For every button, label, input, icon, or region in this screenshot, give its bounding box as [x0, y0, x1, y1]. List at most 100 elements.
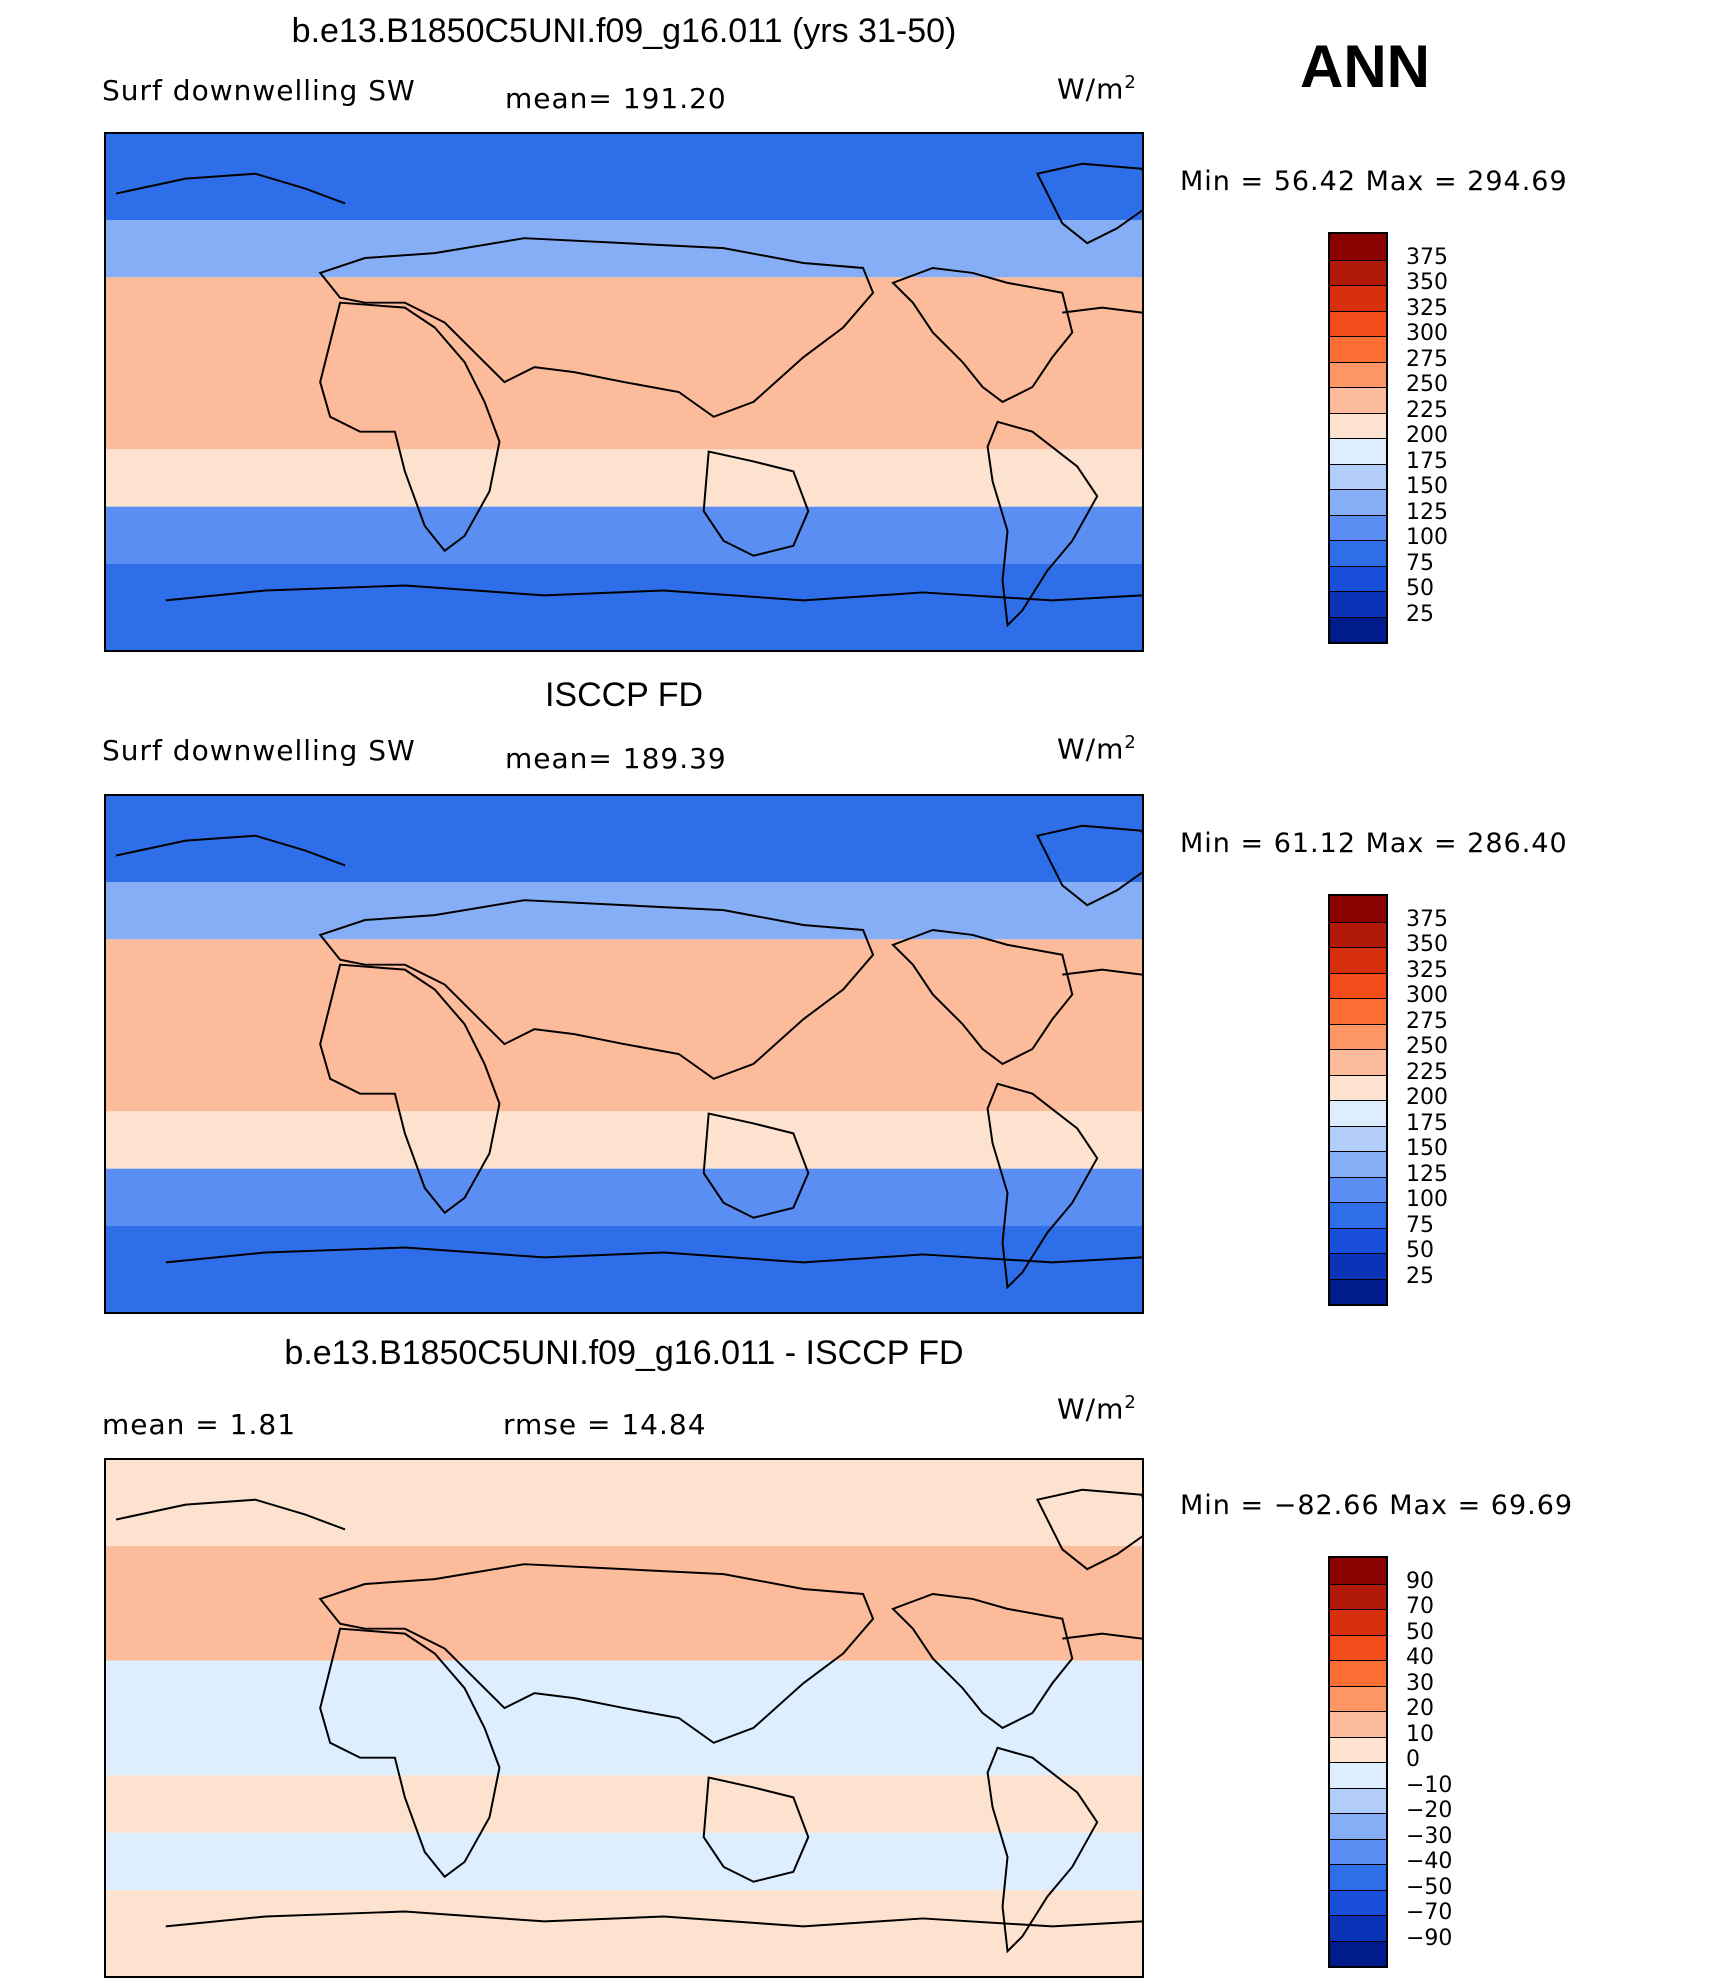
coastline: [1062, 968, 1142, 976]
colorbar-cell: [1330, 1660, 1386, 1686]
colorbar-cell: [1330, 1227, 1386, 1253]
panel2-title: ISCCP FD: [544, 676, 704, 714]
panel3-minmax: Min = −82.66 Max = 69.69: [1180, 1490, 1574, 1521]
coastline: [891, 1592, 1074, 1730]
zonal-band: [106, 1660, 1142, 1776]
colorbar-tick-label: 100: [1406, 525, 1448, 550]
colorbar-tick-label: 100: [1406, 1187, 1448, 1212]
colorbar-tick-label: 375: [1406, 244, 1448, 270]
zonal-band: [106, 449, 1142, 507]
colorbar-tick-label: 225: [1406, 397, 1448, 423]
colorbar-cell: [1330, 1685, 1386, 1711]
colorbar-cell: [1330, 387, 1386, 413]
colorbar-tick-label: 125: [1406, 1161, 1448, 1187]
coastline: [318, 237, 875, 418]
zonal-band: [106, 564, 1142, 650]
colorbar-tick-label: −50: [1406, 1874, 1453, 1900]
season-label: ANN: [1300, 33, 1430, 100]
panel2-colorbar: [1328, 894, 1388, 1306]
zonal-band: [106, 1546, 1142, 1604]
colorbar-cell: [1330, 1253, 1386, 1279]
colorbar-cell: [1330, 1813, 1386, 1839]
colorbar-tick-label: −90: [1406, 1925, 1453, 1951]
colorbar-cell: [1330, 998, 1386, 1024]
panel1-map: [104, 132, 1144, 652]
colorbar-cell: [1330, 234, 1386, 260]
colorbar-cell: [1330, 310, 1386, 336]
panel2-units: W/m2: [1057, 732, 1137, 766]
coastline: [165, 584, 1142, 602]
zonal-band: [106, 1603, 1142, 1661]
colorbar-tick-label: 40: [1406, 1645, 1434, 1670]
colorbar-tick-label: 150: [1406, 1136, 1448, 1161]
colorbar-tick-label: 25: [1406, 601, 1434, 627]
panel1-title: b.e13.B1850C5UNI.f09_g16.011 (yrs 31-50): [291, 12, 957, 50]
panel2-minmax: Min = 61.12 Max = 286.40: [1180, 828, 1568, 859]
coastline: [702, 450, 810, 557]
zonal-band: [106, 1832, 1142, 1890]
panel1-variable-label: Surf downwelling SW: [102, 74, 416, 107]
colorbar-cell: [1330, 1711, 1386, 1737]
colorbar-cell: [1330, 947, 1386, 973]
colorbar-tick-label: 125: [1406, 499, 1448, 525]
coastline: [319, 301, 501, 553]
zonal-band: [106, 134, 1142, 220]
coastline: [1062, 306, 1142, 314]
zonal-band: [106, 220, 1142, 278]
colorbar-tick-label: 250: [1406, 372, 1448, 397]
colorbar-cell: [1330, 616, 1386, 642]
colorbar-cell: [1330, 1100, 1386, 1126]
colorbar-cell: [1330, 1278, 1386, 1304]
colorbar-cell: [1330, 1202, 1386, 1228]
colorbar-cell: [1330, 1151, 1386, 1177]
colorbar-cell: [1330, 285, 1386, 311]
colorbar-cell: [1330, 1074, 1386, 1100]
coastline: [891, 928, 1074, 1066]
coastline: [1062, 1632, 1142, 1640]
colorbar-tick-label: 175: [1406, 448, 1448, 474]
colorbar-cell: [1330, 1762, 1386, 1788]
panel1-mean-label: mean= 191.20: [505, 82, 727, 115]
colorbar-tick-label: 275: [1406, 1008, 1448, 1034]
colorbar-tick-label: 90: [1406, 1568, 1434, 1594]
colorbar-cell: [1330, 259, 1386, 285]
colorbar-tick-label: 350: [1406, 932, 1448, 957]
colorbar-tick-label: 150: [1406, 474, 1448, 499]
colorbar-tick-label: 200: [1406, 1085, 1448, 1110]
coastline: [986, 420, 1099, 628]
coastline: [115, 1498, 346, 1531]
colorbar-cell: [1330, 514, 1386, 540]
colorbar-tick-label: 30: [1406, 1670, 1434, 1696]
panel3-map: [104, 1458, 1144, 1978]
colorbar-cell: [1330, 1609, 1386, 1635]
coastline: [1035, 824, 1142, 907]
panel1-colorbar: [1328, 232, 1388, 644]
colorbar-cell: [1330, 1125, 1386, 1151]
zonal-band: [106, 277, 1142, 335]
colorbar-tick-label: 20: [1406, 1696, 1434, 1721]
colorbar-tick-label: 350: [1406, 270, 1448, 295]
colorbar-cell: [1330, 540, 1386, 566]
coastline: [1035, 1488, 1142, 1571]
zonal-band: [106, 1460, 1142, 1546]
zonal-band: [106, 1890, 1142, 1976]
colorbar-tick-label: 250: [1406, 1034, 1448, 1059]
colorbar-cell: [1330, 1176, 1386, 1202]
coastline: [115, 172, 346, 205]
colorbar-tick-label: −40: [1406, 1849, 1453, 1874]
panel3-rmse-label: rmse = 14.84: [503, 1408, 707, 1441]
coastline: [702, 1112, 810, 1219]
zonal-band: [106, 796, 1142, 882]
colorbar-tick-label: 200: [1406, 423, 1448, 448]
colorbar-cell: [1330, 438, 1386, 464]
panel1-units: W/m2: [1057, 72, 1137, 106]
colorbar-tick-label: 70: [1406, 1594, 1434, 1619]
zonal-band: [106, 1226, 1142, 1312]
panel1-minmax: Min = 56.42 Max = 294.69: [1180, 166, 1568, 197]
colorbar-tick-label: 25: [1406, 1263, 1434, 1289]
colorbar-cell: [1330, 1736, 1386, 1762]
zonal-band: [106, 882, 1142, 940]
colorbar-tick-label: 175: [1406, 1110, 1448, 1136]
colorbar-tick-label: −10: [1406, 1772, 1453, 1798]
panel2-map: [104, 794, 1144, 1314]
